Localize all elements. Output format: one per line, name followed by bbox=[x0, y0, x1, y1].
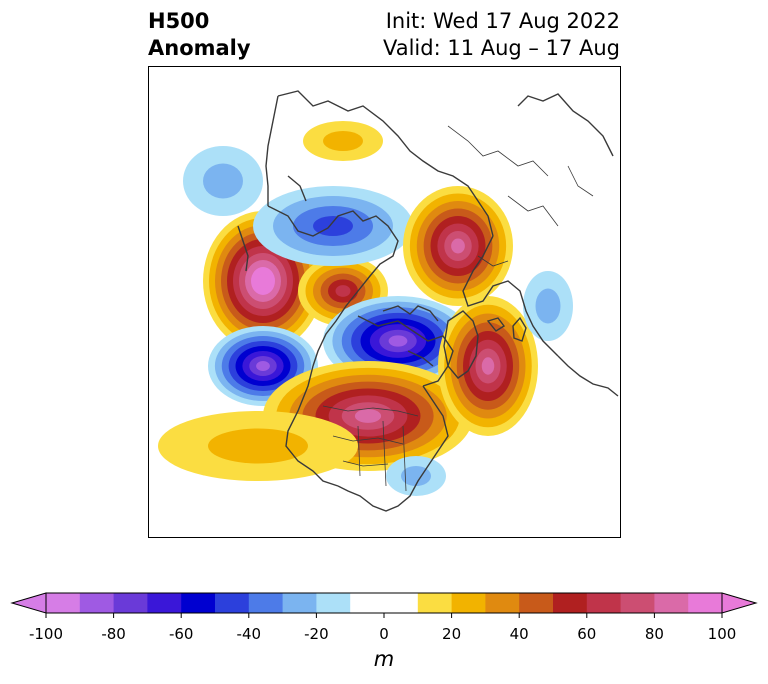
coastline-arabia bbox=[517, 93, 614, 157]
colorbar-tick-label: 80 bbox=[645, 625, 664, 643]
contour-level bbox=[208, 428, 308, 464]
colorbar-cell bbox=[46, 593, 81, 613]
anomaly-subtropical-pac-ridge bbox=[158, 411, 358, 481]
title-variable: H500 bbox=[148, 9, 210, 33]
colorbar-cell bbox=[553, 593, 588, 613]
colorbar-tick-label: 20 bbox=[442, 625, 461, 643]
coastline-japan bbox=[237, 225, 249, 272]
contour-level bbox=[203, 163, 243, 199]
coastline-east-asia bbox=[265, 95, 307, 206]
title-right: Init: Wed 17 Aug 2022 Valid: 11 Aug – 17… bbox=[383, 8, 620, 62]
colorbar-cell bbox=[451, 593, 486, 613]
contour-level bbox=[451, 238, 465, 254]
colorbar-cell bbox=[113, 593, 148, 613]
anomaly-ural-trough bbox=[523, 271, 573, 341]
colorbar-tick-label: -40 bbox=[237, 625, 262, 643]
colorbar-tick-label: -20 bbox=[304, 625, 329, 643]
contour-level bbox=[388, 335, 408, 347]
coastline-greenland bbox=[443, 310, 479, 379]
colorbar-cell bbox=[620, 593, 655, 613]
init-label: Init: Wed 17 Aug 2022 bbox=[385, 9, 620, 33]
coastlines bbox=[237, 90, 619, 512]
colorbar-units: m bbox=[373, 647, 395, 671]
colorbar-tick-label: 60 bbox=[577, 625, 596, 643]
coastline-hudson bbox=[357, 315, 454, 387]
title-left: H500 Anomaly bbox=[148, 8, 251, 62]
anomaly-se-us-trough bbox=[386, 456, 446, 496]
contour-level bbox=[481, 357, 495, 375]
colorbar-tick-label: -80 bbox=[101, 625, 126, 643]
colorbar-cell bbox=[181, 593, 216, 613]
anomaly-europe-ridge bbox=[403, 186, 513, 306]
anomaly-siberia-ridge-n bbox=[303, 121, 383, 161]
colorbar-tick-label: -60 bbox=[169, 625, 194, 643]
colorbar-cell bbox=[248, 593, 284, 613]
colorbar-cell bbox=[586, 593, 622, 613]
colorbar-tick-label: 40 bbox=[510, 625, 529, 643]
colorbar-tick-label: -100 bbox=[29, 625, 63, 643]
map-frame bbox=[148, 66, 621, 538]
colorbar-cell bbox=[147, 593, 182, 613]
contour-level bbox=[256, 361, 270, 371]
colorbar-cell bbox=[688, 593, 723, 613]
coastline-siberia bbox=[277, 90, 494, 237]
colorbar-cell bbox=[417, 593, 453, 613]
colorbar-ticks: -100 -80 -60 -40 -20 0 20 40 60 80 100 bbox=[29, 613, 736, 643]
coastline-iceland bbox=[486, 317, 506, 332]
colorbar: -100 -80 -60 -40 -20 0 20 40 60 80 100 bbox=[10, 592, 758, 643]
valid-label: Valid: 11 Aug – 17 Aug bbox=[382, 36, 620, 60]
contour-level bbox=[401, 466, 431, 486]
colorbar-cells bbox=[46, 593, 723, 613]
anomaly-map bbox=[148, 66, 621, 538]
colorbar-cell bbox=[282, 593, 317, 613]
colorbar-cell bbox=[654, 593, 689, 613]
colorbar-cell bbox=[485, 593, 520, 613]
coastline-alaska bbox=[267, 205, 399, 367]
colorbar-tick-label: 0 bbox=[379, 625, 389, 643]
colorbar-max-extension bbox=[721, 592, 758, 614]
colorbar-tick-label: 100 bbox=[708, 625, 737, 643]
coastline-uk bbox=[512, 316, 527, 342]
coastline-west-na bbox=[285, 365, 339, 487]
colorbar-cell bbox=[519, 593, 554, 613]
contour-level bbox=[535, 288, 561, 324]
title-anomaly: Anomaly bbox=[148, 36, 251, 60]
anomaly-fields bbox=[158, 121, 573, 496]
colorbar-cell bbox=[215, 593, 250, 613]
coastline-mediterranean bbox=[557, 355, 619, 397]
contour-level bbox=[323, 131, 363, 151]
coastline-europe bbox=[462, 235, 559, 357]
contour-level bbox=[257, 274, 269, 288]
contour-level bbox=[335, 285, 351, 297]
borders-na bbox=[322, 405, 419, 492]
contour-level bbox=[354, 409, 382, 423]
anomaly-greenland-ridge bbox=[438, 296, 538, 436]
colorbar-cell bbox=[316, 593, 351, 613]
coastline-canada-arctic bbox=[382, 305, 439, 367]
colorbar-cell bbox=[350, 593, 385, 613]
colorbar-cell bbox=[79, 593, 115, 613]
borders-eurasia bbox=[447, 125, 594, 267]
colorbar-min-extension bbox=[10, 592, 47, 614]
coastline-east-us bbox=[337, 385, 449, 512]
anomaly-east-asia-trough bbox=[253, 186, 413, 266]
anomaly-w-pacific-trough bbox=[183, 146, 263, 216]
colorbar-cell bbox=[384, 593, 419, 613]
